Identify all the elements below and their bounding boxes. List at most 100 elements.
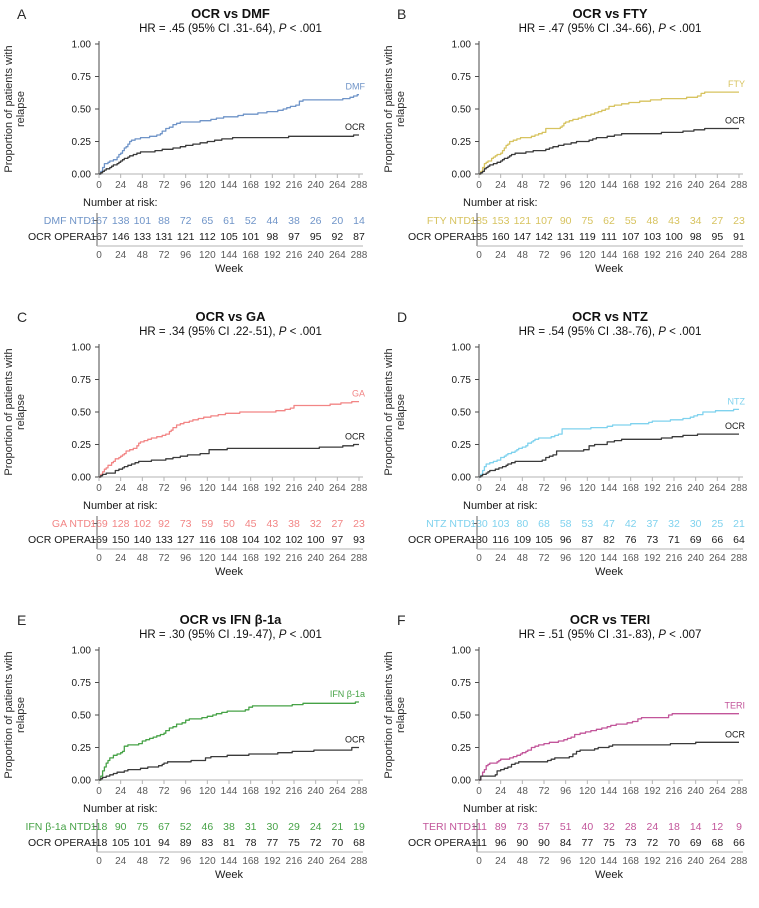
hr-stats-text: HR = .45 (95% CI .31-.64), bbox=[139, 23, 279, 35]
risk-value: 105 bbox=[112, 837, 130, 849]
x-tick-label: 168 bbox=[622, 553, 639, 564]
x-tick-label: 120 bbox=[579, 180, 596, 191]
ocr-curve-label: OCR bbox=[345, 432, 366, 442]
comparator-curve bbox=[99, 400, 359, 478]
risk-value: 12 bbox=[711, 821, 723, 833]
risk-row-label: IFN β-1a NTD bbox=[25, 821, 91, 833]
panel-title: OCR vs FTY bbox=[572, 6, 648, 21]
x-tick-label: 240 bbox=[687, 553, 704, 564]
x-tick-label: 72 bbox=[538, 553, 550, 564]
risk-value: 24 bbox=[310, 821, 322, 833]
number-at-risk-table: Number at risk:TERI NTD 111 89 73 57 51 40 32 28… bbox=[408, 803, 748, 881]
risk-value: 96 bbox=[495, 837, 507, 849]
risk-value: 26 bbox=[310, 215, 322, 227]
hr-stats-text: HR = .47 (95% CI .34-.66), bbox=[518, 23, 659, 35]
risk-value: 88 bbox=[158, 215, 170, 227]
risk-value: 53 bbox=[581, 518, 593, 530]
x-tick-label: 144 bbox=[601, 180, 618, 191]
risk-value: 101 bbox=[242, 231, 260, 243]
x-tick-label: 264 bbox=[329, 856, 346, 867]
risk-row-label: OCR OPERA bbox=[408, 231, 471, 243]
y-axis-label-line1: Proportion of patients with bbox=[3, 651, 15, 778]
risk-value: 138 bbox=[112, 215, 130, 227]
panel-header: OCR vs IFN β-1a HR = .30 (95% CI .19-.47… bbox=[3, 612, 380, 641]
risk-row-label: OCR OPERA bbox=[28, 837, 91, 849]
risk-value: 45 bbox=[245, 518, 257, 530]
risk-value: 66 bbox=[711, 534, 723, 546]
risk-value: 72 bbox=[310, 837, 322, 849]
x-tick-label: 48 bbox=[137, 250, 149, 261]
x-tick-label: 24 bbox=[495, 180, 507, 191]
risk-value: 101 bbox=[134, 215, 152, 227]
panel-letter: C bbox=[17, 309, 28, 325]
x-tick-label: 48 bbox=[137, 483, 149, 494]
x-tick-label: 96 bbox=[180, 786, 192, 797]
x-tick-label: 48 bbox=[517, 856, 529, 867]
y-axis-label-line2: relapse bbox=[395, 91, 407, 127]
risk-value: 142 bbox=[535, 231, 553, 243]
risk-value: 133 bbox=[134, 231, 152, 243]
x-tick-label: 24 bbox=[115, 553, 127, 564]
comparator-curve-label: FTY bbox=[728, 79, 745, 89]
panel-subtitle: HR = .34 (95% CI .22-.51), P < .001 bbox=[81, 326, 380, 338]
risk-row-label: DMF NTD bbox=[44, 215, 92, 227]
x-tick-label: 216 bbox=[666, 180, 683, 191]
risk-value: 116 bbox=[492, 534, 509, 546]
x-tick-label: 240 bbox=[687, 180, 704, 191]
risk-value: 32 bbox=[310, 518, 322, 530]
risk-value: 150 bbox=[112, 534, 130, 546]
risk-value: 102 bbox=[285, 534, 303, 546]
risk-value: 98 bbox=[266, 231, 278, 243]
x-tick-label: 0 bbox=[96, 483, 102, 494]
risk-value: 116 bbox=[199, 534, 216, 546]
p-label: P bbox=[658, 629, 666, 641]
risk-value: 108 bbox=[220, 534, 238, 546]
x-tick-label: 24 bbox=[115, 856, 127, 867]
risk-value: 44 bbox=[266, 215, 278, 227]
x-tick-label: 240 bbox=[307, 786, 324, 797]
panel-title: OCR vs IFN β-1a bbox=[179, 612, 282, 627]
risk-value: 133 bbox=[155, 534, 173, 546]
x-tick-label: 120 bbox=[579, 786, 596, 797]
p-value-text: < .001 bbox=[665, 326, 702, 338]
x-tick-label: 24 bbox=[115, 250, 127, 261]
risk-value: 73 bbox=[646, 534, 658, 546]
x-tick-label: 24 bbox=[495, 786, 507, 797]
risk-value: 105 bbox=[535, 534, 553, 546]
x-tick-label: 192 bbox=[264, 856, 281, 867]
x-axis-title: Week bbox=[215, 869, 243, 881]
x-tick-label: 24 bbox=[115, 786, 127, 797]
risk-value: 68 bbox=[538, 518, 550, 530]
x-tick-label: 72 bbox=[158, 250, 170, 261]
x-tick-label: 240 bbox=[307, 553, 324, 564]
y-axis-label-line2: relapse bbox=[15, 91, 27, 127]
p-value-text: < .001 bbox=[286, 629, 322, 641]
risk-value: 146 bbox=[112, 231, 130, 243]
risk-value: 119 bbox=[579, 231, 596, 243]
x-tick-label: 72 bbox=[158, 483, 170, 494]
x-tick-label: 0 bbox=[96, 180, 102, 191]
risk-value: 89 bbox=[180, 837, 192, 849]
x-tick-label: 24 bbox=[115, 180, 127, 191]
risk-value: 38 bbox=[288, 518, 300, 530]
risk-value: 71 bbox=[668, 534, 680, 546]
x-tick-label: 168 bbox=[242, 553, 259, 564]
panel-header: OCR vs NTZ HR = .54 (95% CI .38-.76), P … bbox=[383, 309, 759, 338]
risk-value: 92 bbox=[331, 231, 343, 243]
x-tick-label: 168 bbox=[622, 250, 639, 261]
ocr-curve bbox=[479, 127, 739, 175]
km-plot: Proportion of patients with relapse 0.00 0.… bbox=[3, 646, 368, 798]
p-value-text: < .007 bbox=[665, 629, 702, 641]
p-label: P bbox=[658, 326, 666, 338]
number-at-risk-heading: Number at risk: bbox=[83, 803, 158, 815]
risk-value: 52 bbox=[180, 821, 192, 833]
y-tick-label: 0.25 bbox=[452, 743, 472, 754]
x-tick-label: 240 bbox=[687, 250, 704, 261]
x-tick-label: 264 bbox=[709, 553, 726, 564]
risk-value: 131 bbox=[155, 231, 173, 243]
risk-value: 66 bbox=[733, 837, 745, 849]
y-tick-label: 0.25 bbox=[72, 743, 92, 754]
x-tick-label: 72 bbox=[158, 553, 170, 564]
x-tick-label: 192 bbox=[644, 483, 661, 494]
risk-row-label: NTZ NTD bbox=[426, 518, 471, 530]
